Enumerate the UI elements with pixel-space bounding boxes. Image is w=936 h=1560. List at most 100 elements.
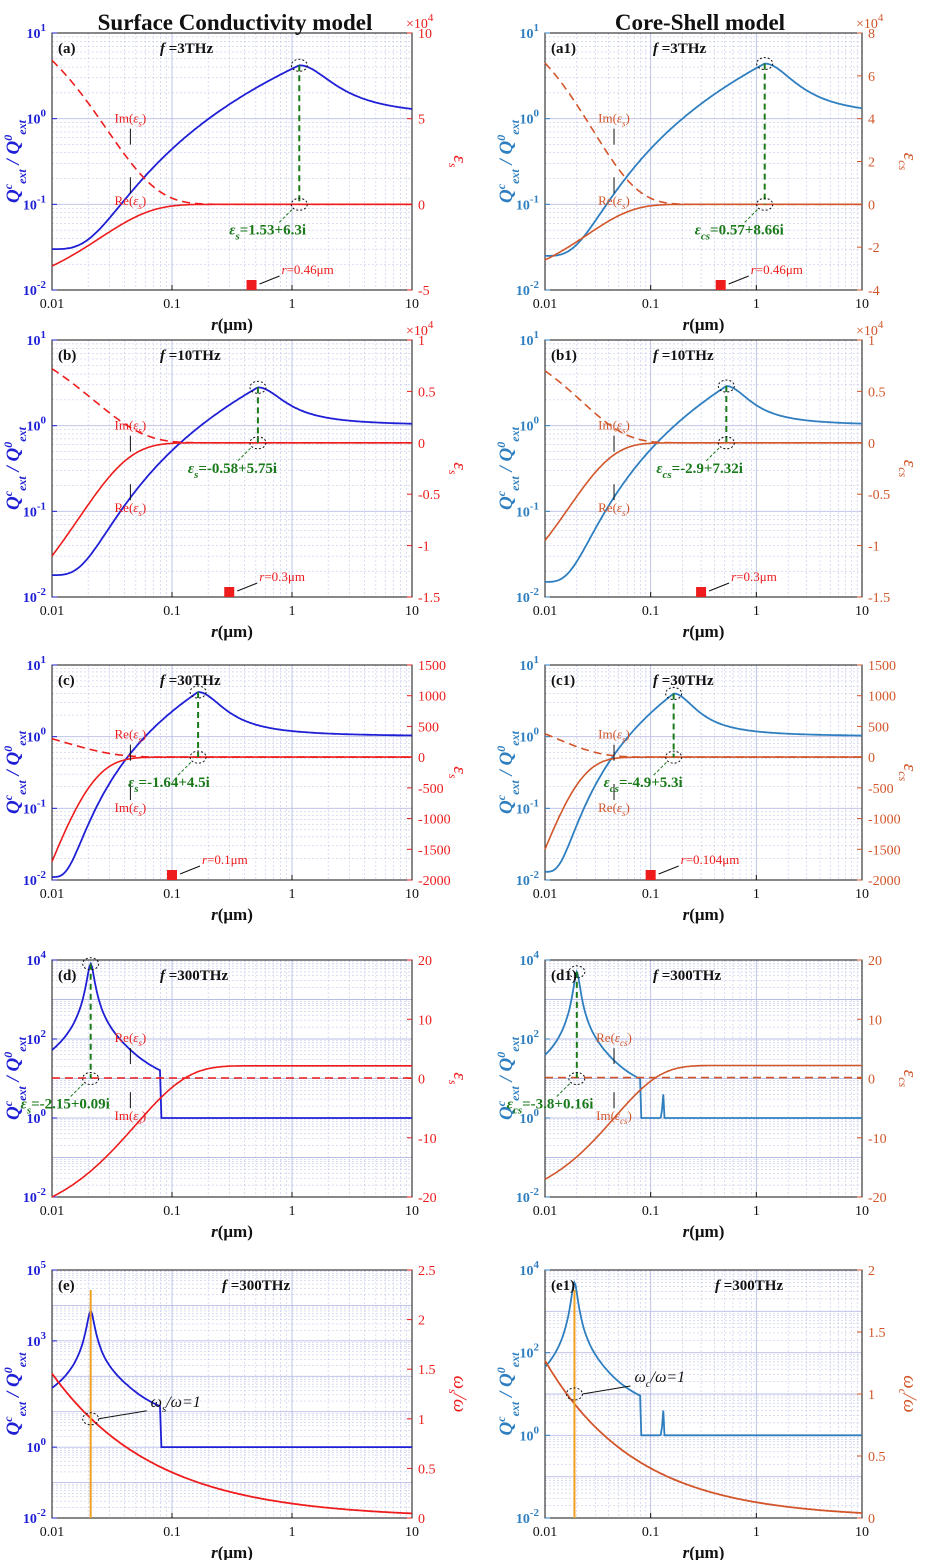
x-tick-label: 10 [405, 887, 419, 902]
eps-value-label: εcs=0.57+8.66i [695, 222, 784, 242]
right-tick-label: -2000 [418, 874, 451, 889]
q-ext-curve [545, 692, 862, 873]
left-axis-label: Qcext / Q0ext [1, 426, 29, 510]
right-axis-label: ωs/ω [446, 1376, 470, 1413]
left-axis-label: Qcext / Q0ext [494, 1352, 522, 1436]
radius-marker-label: r=0.104μm [681, 852, 740, 867]
frequency-label: f =10THz [160, 348, 221, 364]
left-tick-label: 103 [27, 1330, 47, 1350]
panel-label: (a1) [551, 41, 576, 57]
peak-circle [717, 379, 735, 393]
eps-value-label: εcs=-4.9+5.3i [604, 775, 683, 795]
radius-marker [715, 280, 726, 290]
left-tick-label: 10-1 [516, 500, 539, 520]
q-ext-curve [544, 1280, 862, 1437]
frequency-label: f =30THz [160, 673, 221, 689]
right-axis-multiplier: ×104 [406, 319, 434, 339]
left-tick-label: 104 [520, 1259, 540, 1279]
right-tick-label: -10 [868, 1132, 887, 1147]
eps-value-label: εs=-2.15+0.09i [21, 1097, 110, 1117]
x-axis-label: r(μm) [211, 1543, 253, 1560]
left-tick-label: 10-2 [23, 869, 47, 889]
eps-circle [290, 197, 308, 211]
right-tick-label: -500 [418, 782, 444, 797]
frequency-label: f =300THz [715, 1278, 783, 1294]
right-tick-label: 6 [868, 70, 875, 85]
right-tick-label: 2.5 [418, 1264, 436, 1279]
lower-eps-label: Re(εs) [598, 193, 630, 211]
frequency-label: f =300THz [222, 1278, 290, 1294]
right-tick-label: 0 [418, 1512, 425, 1527]
eps-value-label: εs=1.53+6.3i [229, 222, 306, 242]
eps-circle [717, 436, 735, 450]
panel-label: (d1) [551, 968, 577, 984]
upper-eps-label: Im(εs) [115, 111, 147, 129]
panel-label: (d) [58, 968, 76, 984]
right-tick-label: 8 [868, 27, 875, 42]
right-axis-multiplier: ×104 [856, 12, 884, 32]
panel-d [51, 957, 413, 1198]
upper-eps-label: Im(εs) [598, 727, 630, 745]
eps-circle [756, 197, 774, 211]
re-eps-curve [544, 441, 862, 541]
right-tick-label: -5 [418, 284, 430, 299]
left-tick-label: 10-1 [23, 193, 46, 213]
radius-marker-arrow [708, 582, 730, 592]
right-tick-label: -0.5 [418, 488, 440, 503]
eps-circle [665, 750, 683, 764]
eps-value-label: εs=-1.64+4.5i [128, 775, 210, 795]
x-tick-label: 10 [405, 604, 419, 619]
x-tick-label: 0.1 [642, 297, 660, 312]
right-tick-label: -20 [418, 1191, 437, 1206]
frequency-label: f =3THz [653, 41, 706, 57]
right-tick-label: 5 [418, 113, 425, 128]
radius-marker [224, 587, 235, 597]
upper-eps-label: Im(εs) [598, 111, 630, 129]
x-tick-label: 1 [289, 604, 296, 619]
upper-eps-label: Re(εs) [115, 1030, 147, 1048]
peak-circle [665, 687, 683, 701]
left-tick-label: 10-2 [516, 279, 540, 299]
left-tick-label: 10-2 [516, 869, 540, 889]
x-tick-label: 10 [855, 297, 869, 312]
left-tick-label: 100 [27, 726, 47, 746]
panel-label: (e) [58, 1278, 75, 1294]
right-tick-label: 2 [868, 1264, 875, 1279]
upper-eps-label: Im(εs) [115, 418, 147, 436]
left-tick-label: 101 [27, 329, 47, 349]
x-tick-label: 0.01 [533, 604, 558, 619]
left-tick-label: 100 [27, 1436, 47, 1456]
im-eps-curve [544, 733, 862, 758]
x-tick-label: 0.01 [533, 1204, 558, 1219]
right-axis-label: εcs [896, 764, 920, 782]
omega-value-label: ωc/ω=1 [634, 1369, 685, 1390]
left-tick-label: 10-2 [23, 279, 47, 299]
eps-arrow [237, 446, 253, 462]
right-tick-label: 4 [868, 113, 875, 128]
frequency-label: f =300THz [160, 968, 228, 984]
left-tick-label: 10-2 [516, 586, 540, 606]
left-tick-label: 10-2 [23, 1507, 47, 1527]
im-eps-curve [51, 368, 412, 444]
right-tick-label: -1000 [418, 813, 451, 828]
lower-eps-label: Im(εcs) [596, 1108, 632, 1126]
left-tick-label: 100 [27, 1107, 47, 1127]
panel-label: (a) [58, 41, 76, 57]
right-tick-label: -0.5 [868, 488, 890, 503]
lower-eps-label: Im(εs) [115, 1108, 147, 1126]
x-tick-label: 0.1 [642, 1204, 660, 1219]
lower-eps-label: Re(εs) [598, 800, 630, 818]
eps-arrow [278, 207, 294, 223]
right-tick-label: 500 [418, 720, 439, 735]
right-tick-label: 1500 [418, 659, 446, 674]
right-axis-label: εcs [896, 1070, 920, 1088]
panel-d1 [544, 959, 863, 1198]
right-tick-label: 10 [868, 1013, 882, 1028]
x-tick-label: 0.1 [642, 887, 660, 902]
im-eps-curve [51, 59, 412, 206]
left-axis-label: Qcext / Q0ext [1, 730, 29, 814]
lower-eps-label: Re(εs) [115, 500, 147, 518]
radius-marker-label: r=0.1μm [202, 852, 248, 867]
radius-marker-arrow [658, 865, 679, 875]
eps-value-label: εcs=-2.9+7.32i [656, 461, 743, 481]
